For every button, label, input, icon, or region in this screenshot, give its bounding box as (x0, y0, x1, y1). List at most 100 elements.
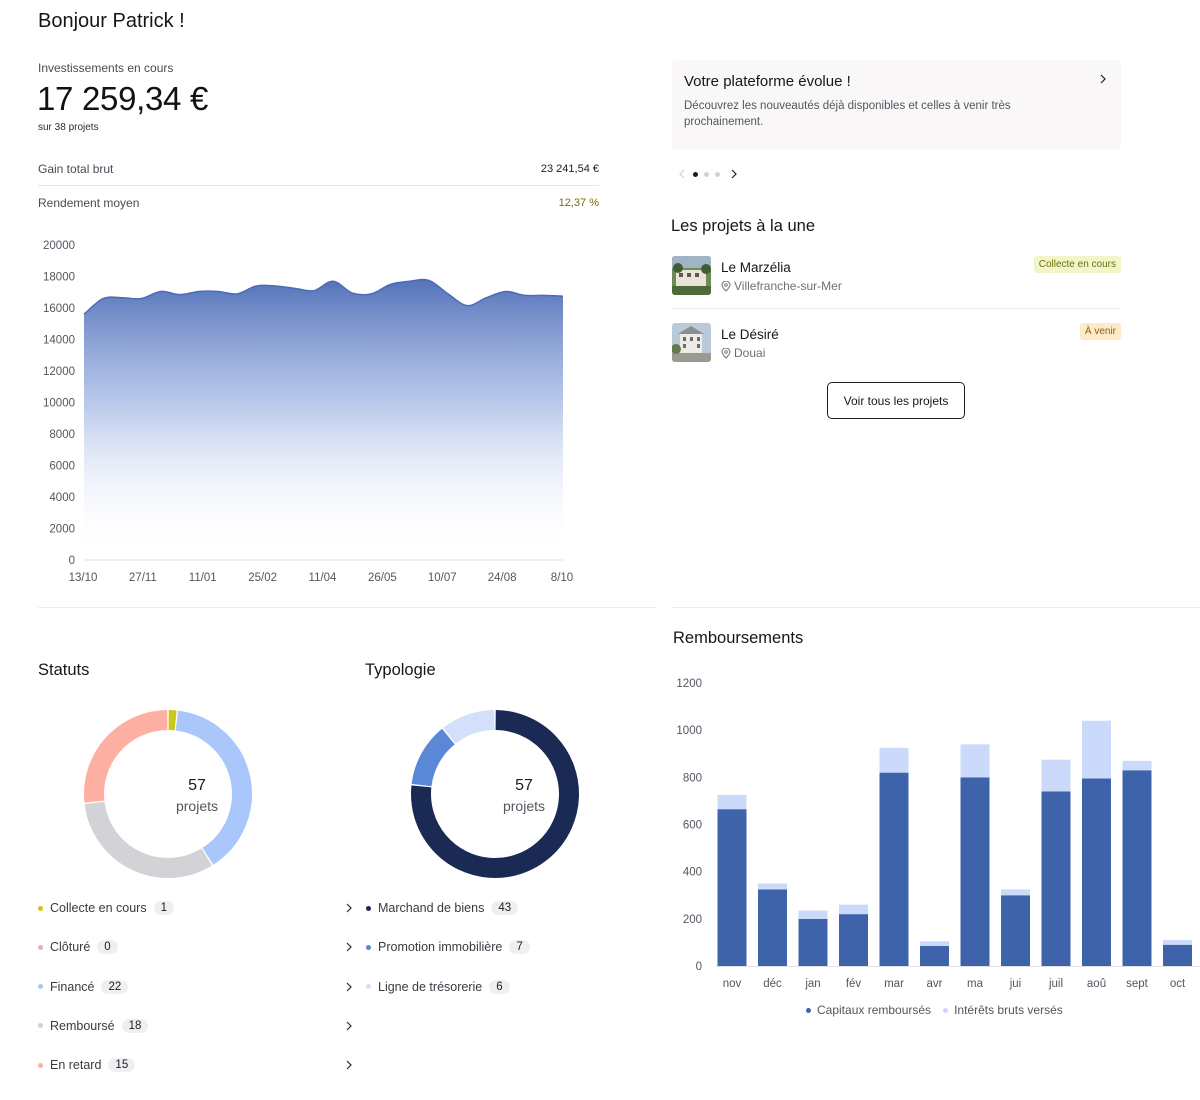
y-tick-label: 8000 (49, 429, 75, 441)
carousel-dot-2[interactable] (704, 172, 709, 177)
legend-label: Collecte en cours (50, 901, 147, 915)
x-tick-label: jan (804, 978, 820, 990)
legend-count: 18 (121, 1018, 149, 1033)
legend-label: Marchand de biens (378, 901, 485, 915)
legend-swatch (38, 1062, 43, 1068)
legend-item-en-retard[interactable]: En retard 15 (38, 1055, 136, 1075)
legend-item-finance[interactable]: Financé 22 (38, 977, 129, 997)
investments-project-count: sur 38 projets (38, 122, 99, 133)
section-divider (38, 607, 656, 608)
chevron-right-icon[interactable] (1096, 72, 1110, 86)
y-tick-label: 0 (696, 961, 702, 973)
bar-capitaux-rembourses-ma (960, 777, 990, 966)
chevron-right-icon[interactable] (343, 901, 355, 915)
legend-swatch (366, 984, 371, 990)
carousel-dot-3[interactable] (715, 172, 720, 177)
legend-count: 43 (491, 901, 519, 915)
legend-item-rembourse[interactable]: Remboursé 18 (38, 1016, 149, 1036)
chevron-right-icon[interactable] (728, 167, 740, 181)
project-card-desire[interactable]: Le Désiré Douai À venir (672, 323, 1121, 367)
donut-slice-marchand-de-biens (411, 710, 579, 878)
donut-center-label: projets (175, 798, 219, 814)
y-tick-label: 400 (683, 867, 702, 879)
legend-swatch (806, 1007, 811, 1013)
view-all-projects-button[interactable]: Voir tous les projets (827, 382, 965, 419)
bar-interets-bruts-verses-juil (1041, 759, 1071, 792)
y-tick-label: 4000 (49, 492, 75, 504)
typologie-title: Typologie (365, 661, 436, 679)
area-series-fill (84, 279, 563, 560)
bar-capitaux-rembourses-oct (1163, 944, 1192, 966)
divider (672, 308, 1121, 309)
y-tick-label: 1000 (676, 725, 702, 737)
x-tick-label: ma (967, 978, 984, 990)
legend-item-ligne-de-tresorerie[interactable]: Ligne de trésorerie 6 (366, 977, 510, 997)
chevron-right-icon[interactable] (343, 940, 355, 954)
legend-swatch (366, 944, 371, 950)
legend-label: Financé (50, 979, 95, 994)
bar-capitaux-rembourses-dec (758, 889, 787, 966)
chevron-left-icon[interactable] (676, 167, 688, 181)
y-tick-label: 18000 (43, 272, 75, 284)
x-tick-label: mar (884, 978, 904, 990)
y-tick-label: 2000 (49, 524, 75, 536)
x-tick-label: 13/10 (69, 572, 98, 584)
promo-card[interactable]: Votre plateforme évolue ! Découvrez les … (672, 60, 1121, 150)
bar-capitaux-rembourses-aou (1082, 778, 1111, 966)
location-pin-icon (721, 347, 731, 359)
investments-label: Investissements en cours (38, 61, 174, 75)
legend-label: Promotion immobilière (378, 940, 503, 955)
bar-interets-bruts-verses-oct (1163, 940, 1192, 945)
y-tick-label: 6000 (49, 461, 75, 473)
featured-title: Les projets à la une (671, 217, 816, 235)
y-tick-label: 600 (683, 820, 702, 832)
legend-count: 1 (153, 901, 174, 915)
y-tick-label: 800 (683, 772, 702, 784)
bar-interets-bruts-verses-nov (717, 795, 747, 810)
legend-count: 15 (108, 1058, 136, 1073)
bar-interets-bruts-verses-aou (1082, 720, 1111, 779)
y-tick-label: 0 (69, 555, 75, 567)
x-tick-label: 26/05 (368, 572, 397, 584)
legend-label: Clôturé (50, 940, 91, 955)
bar-capitaux-rembourses-jan (798, 918, 828, 966)
bar-interets-bruts-verses-dec (758, 883, 787, 890)
legend-item-marchand-de-biens[interactable]: Marchand de biens 43 (366, 898, 519, 918)
legend-swatch (38, 984, 43, 990)
bar-interets-bruts-verses-avr (920, 941, 949, 946)
donut-slice-finance (175, 710, 252, 865)
page-title: Bonjour Patrick ! (38, 10, 185, 32)
donut-slice-ligne-de-tresorerie (443, 710, 495, 744)
x-tick-label: 11/04 (309, 572, 338, 584)
legend-item-collecte-en-cours[interactable]: Collecte en cours 1 (38, 898, 174, 918)
bar-capitaux-rembourses-juil (1041, 791, 1071, 966)
bar-capitaux-rembourses-nov (717, 809, 747, 966)
remboursements-legend: Capitaux remboursés Intérêts bruts versé… (806, 1003, 1063, 1017)
project-card-marzelia[interactable]: Le Marzélia Villefranche-sur-Mer Collect… (672, 256, 1121, 300)
gain-total-label: Gain total brut (38, 162, 114, 176)
project-location: Douai (721, 346, 765, 360)
donut-slice-rembourse (84, 801, 213, 878)
x-tick-label: déc (763, 978, 782, 990)
gain-total-value: 23 241,54 € (540, 163, 599, 175)
legend-label: Intérêts bruts versés (954, 1003, 1063, 1017)
chevron-right-icon[interactable] (343, 1058, 355, 1072)
bar-capitaux-rembourses-avr (920, 945, 949, 966)
legend-count: 6 (489, 979, 510, 994)
legend-count: 0 (97, 940, 118, 955)
chevron-right-icon[interactable] (343, 980, 355, 994)
legend-swatch (366, 905, 371, 911)
legend-swatch (38, 905, 43, 911)
statuts-donut-chart (84, 710, 252, 878)
bar-capitaux-rembourses-sept (1122, 770, 1152, 966)
y-tick-label: 12000 (43, 366, 75, 378)
carousel-dot-1[interactable] (693, 172, 698, 177)
legend-label: En retard (50, 1058, 102, 1073)
rendement-value: 12,37 % (558, 197, 599, 209)
section-divider (672, 607, 1200, 608)
legend-count: 22 (101, 979, 129, 994)
statuts-title: Statuts (38, 661, 90, 679)
legend-item-promotion-immobiliere[interactable]: Promotion immobilière 7 (366, 937, 530, 957)
legend-item-cloture[interactable]: Clôturé 0 (38, 937, 118, 957)
chevron-right-icon[interactable] (343, 1019, 355, 1033)
